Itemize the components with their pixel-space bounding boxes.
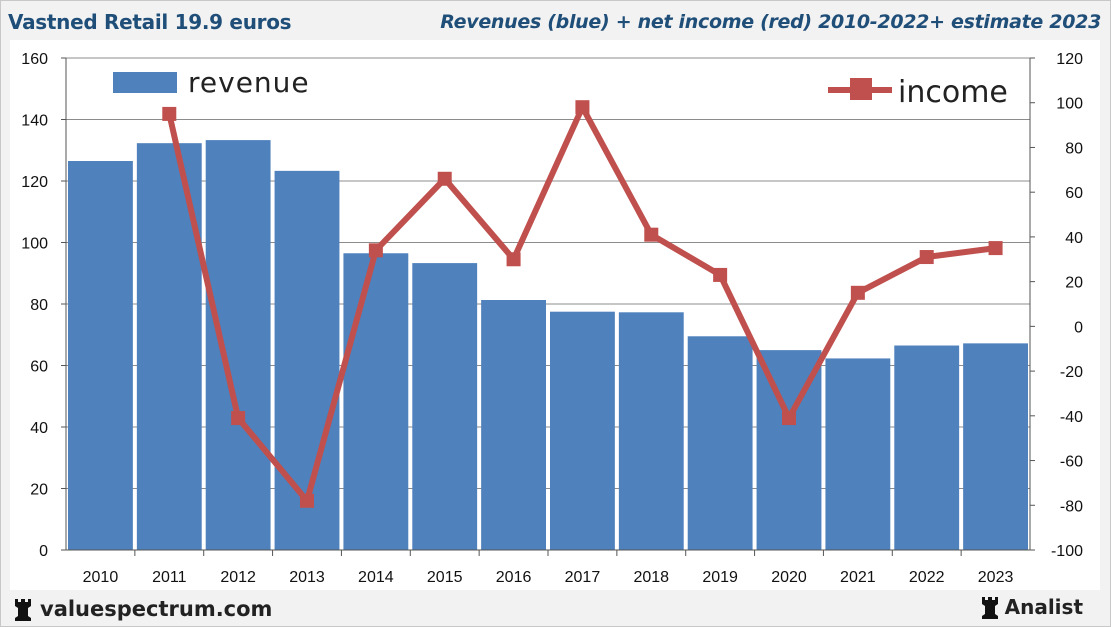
legend-income-marker	[850, 78, 872, 100]
legend-income-label: income	[898, 75, 1008, 110]
x-tick-label: 2014	[358, 569, 394, 586]
y-right-tick-label: -40	[1060, 409, 1083, 426]
revenue-bar	[343, 253, 409, 550]
chart-subtitle: Revenues (blue) + net income (red) 2010-…	[440, 11, 1101, 33]
income-point	[231, 411, 246, 426]
y-left-tick-label: 100	[21, 236, 48, 253]
revenue-bar	[274, 170, 340, 551]
footer-brand: Analist	[979, 595, 1083, 619]
income-point	[162, 106, 177, 121]
revenue-bar	[205, 140, 271, 551]
y-right-tick-label: -100	[1051, 543, 1083, 560]
revenue-bar	[481, 300, 546, 550]
y-left-tick-label: 40	[30, 420, 48, 437]
y-left-tick-label: 120	[21, 174, 48, 191]
brand-name: Analist	[1004, 595, 1083, 619]
revenue-bar	[412, 263, 478, 550]
x-tick-label: 2017	[565, 569, 601, 586]
y-right-tick-label: -60	[1060, 454, 1083, 471]
y-left-tick-label: 0	[39, 543, 48, 560]
revenue-bar	[550, 311, 615, 550]
x-tick-label: 2018	[633, 569, 669, 586]
y-right-tick-label: 20	[1065, 275, 1083, 292]
y-left-tick-label: 20	[30, 482, 48, 499]
y-right-tick-label: 40	[1065, 230, 1083, 247]
x-tick-label: 2011	[152, 569, 187, 586]
x-tick-label: 2010	[83, 569, 119, 586]
y-right-tick-label: 120	[1056, 51, 1083, 68]
income-point	[506, 252, 521, 267]
y-right-tick-label: -20	[1060, 364, 1083, 381]
revenue-bar	[618, 312, 684, 550]
income-point	[300, 493, 314, 508]
x-tick-label: 2015	[427, 569, 463, 586]
x-tick-label: 2019	[702, 569, 738, 586]
chart-title: Vastned Retail 19.9 euros	[8, 10, 292, 34]
y-right-tick-label: -80	[1060, 498, 1083, 515]
income-point	[919, 250, 934, 265]
revenue-bar	[963, 343, 1028, 550]
x-tick-label: 2022	[909, 569, 945, 586]
revenue-bar	[687, 336, 753, 550]
revenue-bar	[68, 161, 133, 550]
y-left-tick-label: 80	[30, 297, 48, 314]
y-left-tick-label: 60	[30, 359, 48, 376]
income-point	[782, 411, 796, 426]
footer-site: valuespectrum.com	[12, 597, 272, 621]
x-tick-label: 2021	[840, 569, 876, 586]
legend-revenue-swatch	[113, 72, 177, 93]
income-point	[368, 243, 383, 258]
income-point	[988, 241, 1003, 256]
income-point	[437, 171, 452, 186]
income-point	[575, 100, 590, 115]
y-right-tick-label: 80	[1065, 140, 1083, 157]
rook-icon	[15, 599, 31, 621]
x-tick-label: 2020	[771, 569, 807, 586]
x-tick-label: 2016	[496, 569, 532, 586]
x-tick-label: 2012	[220, 569, 256, 586]
legend-revenue-label: revenue	[188, 66, 310, 99]
income-point	[644, 227, 659, 242]
y-right-tick-label: 100	[1056, 96, 1083, 113]
y-right-tick-label: 0	[1074, 319, 1083, 336]
y-left-tick-label: 160	[21, 51, 48, 68]
revenue-bar	[894, 345, 960, 550]
revenue-bar	[825, 358, 891, 550]
site-name: valuespectrum.com	[40, 597, 273, 621]
income-point	[713, 267, 728, 282]
x-tick-label: 2013	[289, 569, 325, 586]
income-point	[850, 285, 865, 300]
y-right-tick-label: 60	[1065, 185, 1083, 202]
rook-icon	[981, 597, 998, 619]
x-tick-label: 2023	[978, 569, 1014, 586]
y-left-tick-label: 140	[21, 113, 48, 130]
